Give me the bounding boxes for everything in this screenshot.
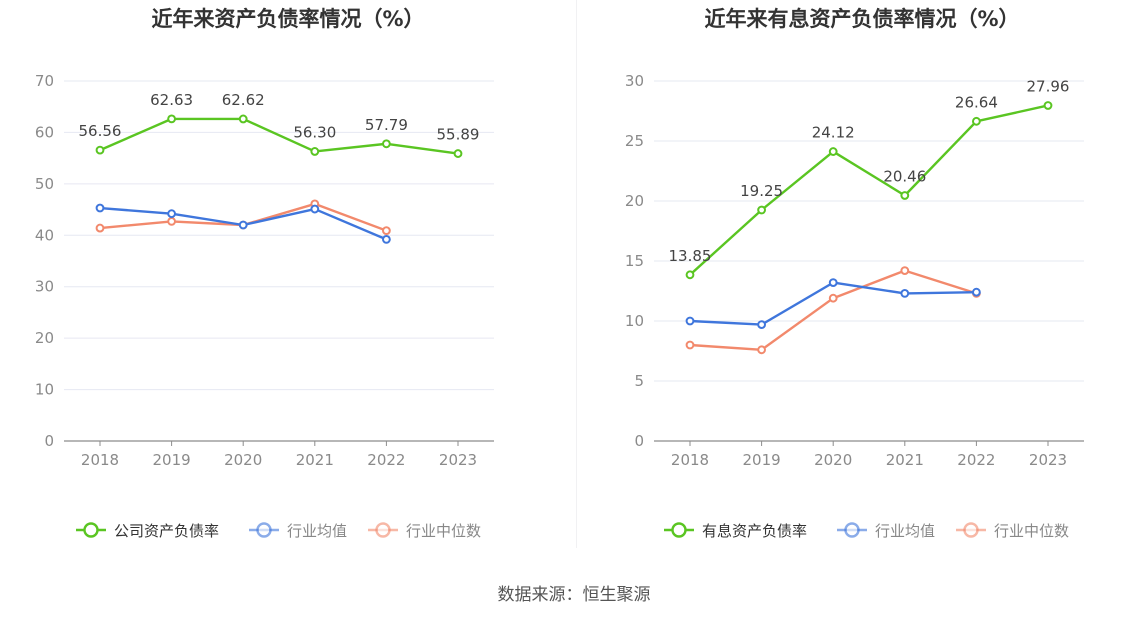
x-tick-label: 2019 [153, 451, 191, 469]
data-point [382, 226, 391, 236]
data-label: 57.79 [365, 116, 408, 134]
y-tick-label: 20 [625, 192, 644, 210]
data-point [95, 203, 105, 213]
x-tick-label: 2021 [886, 451, 924, 469]
chart-title: 近年来资产负债率情况（%） [151, 7, 424, 31]
y-tick-label: 0 [44, 432, 54, 450]
data-label: 56.30 [293, 123, 336, 141]
data-point [757, 320, 767, 330]
panel-divider [576, 0, 577, 548]
series-line [689, 104, 1049, 276]
x-tick-label: 2021 [296, 451, 334, 469]
data-point [310, 147, 320, 156]
legend-item: 公司资产负债率 [76, 522, 219, 540]
x-tick-label: 2023 [439, 451, 477, 469]
data-point [95, 145, 105, 155]
data-point [685, 340, 695, 350]
data-point [167, 217, 177, 226]
x-tick-label: 2020 [224, 451, 262, 469]
y-tick-label: 0 [634, 432, 644, 450]
data-point [900, 289, 910, 298]
data-point [757, 345, 767, 355]
y-tick-label: 30 [35, 278, 54, 296]
interest-bearing-debt-ratio-chart: 近年来有息资产负债率情况（%） 0 5 10 15 20 25 30 2018 2019 2020 2… [625, 7, 1084, 540]
legend-label: 行业中位数 [994, 522, 1069, 540]
legend-label: 公司资产负债率 [114, 522, 219, 540]
data-label: 27.96 [1027, 77, 1070, 95]
data-point [382, 235, 391, 244]
data-point [685, 316, 695, 326]
y-tick-label: 25 [625, 132, 644, 150]
data-point [453, 149, 463, 158]
data-point [382, 139, 391, 149]
data-point [1043, 101, 1053, 110]
data-label: 55.89 [437, 126, 480, 144]
y-tick-label: 40 [35, 226, 54, 244]
legend-item: 行业均值 [837, 522, 935, 540]
x-tick-label: 2019 [743, 451, 781, 469]
data-point [167, 209, 177, 219]
data-label: 20.46 [883, 167, 926, 185]
data-point [828, 147, 838, 156]
data-point [757, 205, 767, 215]
x-tick-label: 2018 [671, 451, 709, 469]
legend-label: 有息资产负债率 [702, 522, 807, 540]
legend-item: 行业中位数 [956, 522, 1069, 540]
legend-label: 行业均值 [875, 522, 935, 540]
legend-swatch-marker [844, 522, 860, 538]
series-line [99, 117, 459, 155]
legend-swatch-marker [671, 522, 687, 538]
data-label: 62.63 [150, 91, 193, 109]
data-label: 26.64 [955, 93, 998, 111]
data-label: 62.62 [222, 91, 265, 109]
legend-label: 行业中位数 [406, 522, 481, 540]
chart-title: 近年来有息资产负债率情况（%） [704, 7, 1019, 31]
legend-swatch-marker [375, 522, 391, 538]
data-point [972, 116, 981, 126]
y-tick-label: 10 [35, 381, 54, 399]
data-source-note: 数据来源：恒生聚源 [497, 585, 651, 605]
data-point [972, 287, 981, 297]
y-tick-label: 15 [625, 252, 644, 270]
legend-swatch-marker [83, 522, 99, 538]
y-tick-label: 20 [35, 329, 54, 347]
data-point [828, 293, 838, 303]
legend-swatch-marker [256, 522, 272, 538]
data-point [167, 114, 177, 124]
x-tick-label: 2018 [81, 451, 119, 469]
legend-item: 行业中位数 [368, 522, 481, 540]
y-tick-label: 30 [625, 72, 644, 90]
data-point [900, 266, 910, 276]
data-label: 19.25 [740, 182, 783, 200]
data-point [900, 191, 910, 200]
x-tick-label: 2020 [814, 451, 852, 469]
legend-swatch-marker [963, 522, 979, 538]
data-point [95, 223, 105, 233]
y-tick-label: 70 [35, 72, 54, 90]
legend-label: 行业均值 [287, 522, 347, 540]
legend-item: 行业均值 [249, 522, 347, 540]
data-label: 56.56 [79, 122, 122, 140]
data-point [685, 270, 695, 280]
data-point [238, 114, 248, 124]
data-label: 13.85 [669, 247, 712, 265]
data-point [310, 204, 320, 214]
data-point [828, 278, 838, 288]
y-tick-label: 5 [634, 372, 644, 390]
series-line [689, 281, 977, 326]
data-label: 24.12 [812, 124, 855, 142]
debt-ratio-chart: 近年来资产负债率情况（%） 0 10 20 30 40 50 60 70 2018 2019 2020… [35, 7, 494, 540]
y-tick-label: 50 [35, 175, 54, 193]
data-point [238, 220, 248, 230]
x-tick-label: 2022 [367, 451, 405, 469]
x-tick-label: 2022 [957, 451, 995, 469]
y-tick-label: 60 [35, 123, 54, 141]
legend-item: 有息资产负债率 [664, 522, 807, 540]
y-tick-label: 10 [625, 312, 644, 330]
x-tick-label: 2023 [1029, 451, 1067, 469]
